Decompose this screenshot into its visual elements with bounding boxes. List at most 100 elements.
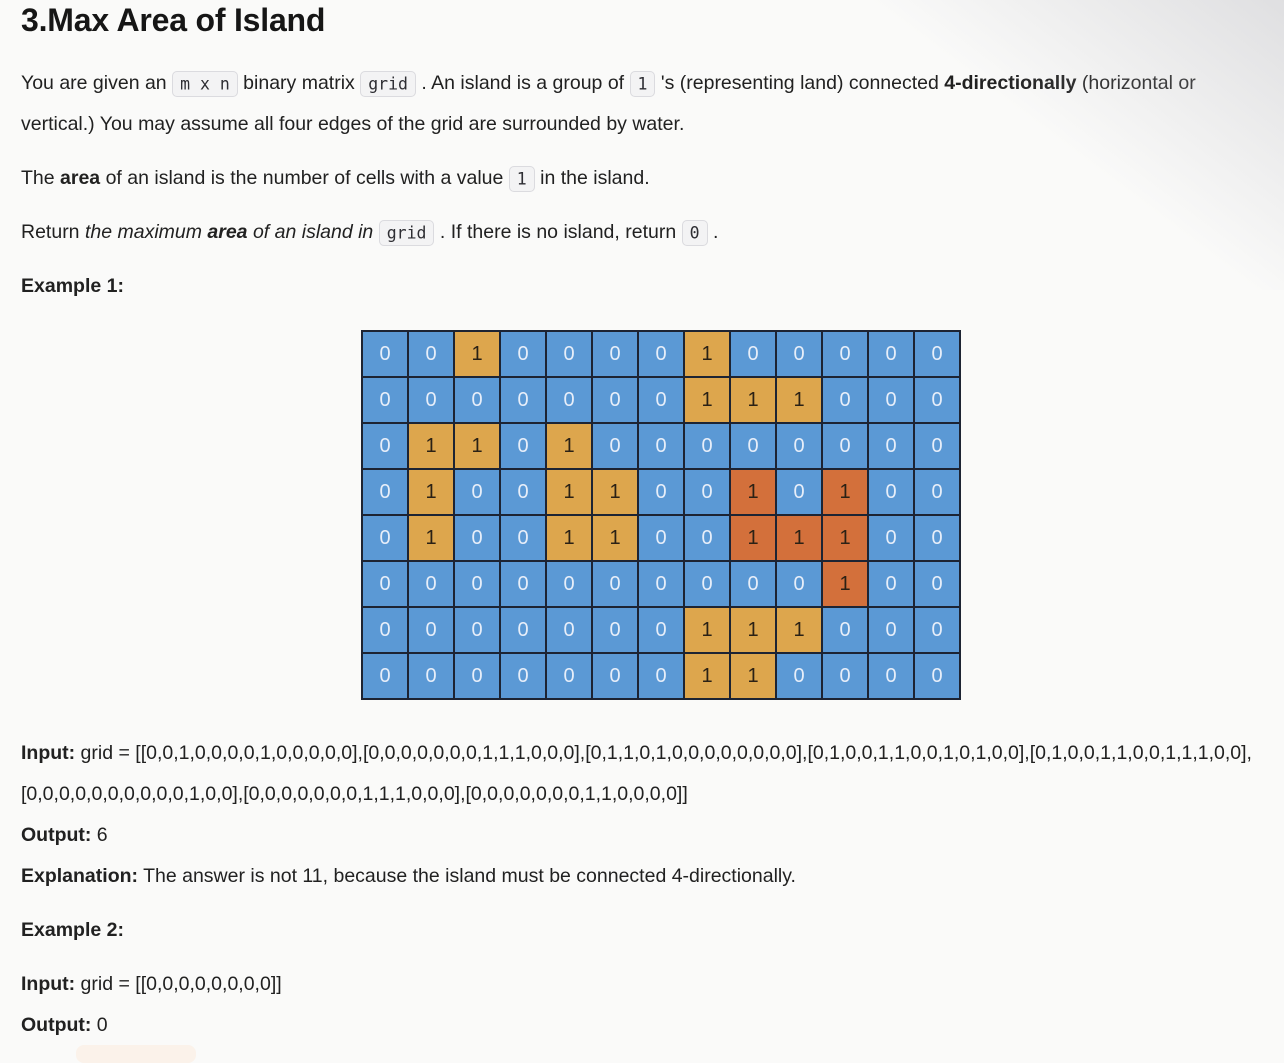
grid-cell-water: 0	[501, 654, 545, 698]
text-segment: . An island is a group of	[415, 72, 630, 94]
grid-cell-water: 0	[455, 470, 499, 514]
grid-cell-water: 0	[593, 654, 637, 698]
grid-cell-water: 0	[777, 332, 821, 376]
grid-cell-water: 0	[685, 424, 729, 468]
text-segment: 's (representing land) connected	[655, 72, 945, 94]
grid-cell-water: 0	[547, 654, 591, 698]
grid-cell-water: 0	[823, 654, 867, 698]
grid-cell-land: 1	[685, 608, 729, 652]
example1-io: Input: grid = [[0,0,1,0,0,0,0,1,0,0,0,0,…	[21, 733, 1263, 897]
text-segment: binary matrix	[237, 72, 361, 94]
grid-cell-land: 1	[593, 516, 637, 560]
inline-code: grid	[378, 219, 435, 246]
grid-cell-water: 0	[777, 562, 821, 606]
grid-cell-water: 0	[409, 608, 453, 652]
grid-cell-water: 0	[363, 654, 407, 698]
grid-cell-water: 0	[915, 654, 959, 698]
example2-output-line: Output: 0	[21, 1005, 1263, 1046]
example1-output-line: Output: 6	[21, 815, 1263, 856]
grid-cell-land: 1	[685, 332, 729, 376]
grid-cell-water: 0	[455, 562, 499, 606]
input-value: grid = [[0,0,0,0,0,0,0,0]]	[75, 973, 282, 995]
grid-cell-land: 1	[593, 470, 637, 514]
text-segment: Return	[21, 221, 85, 243]
grid-cell-land: 1	[685, 654, 729, 698]
text-segment: of an island in	[247, 221, 374, 243]
grid-cell-water: 0	[915, 424, 959, 468]
grid-cell-land: 1	[731, 378, 775, 422]
grid-cell-water: 0	[869, 608, 913, 652]
grid-cell-water: 0	[547, 332, 591, 376]
cutoff-element	[76, 1045, 196, 1063]
text-segment	[373, 221, 378, 243]
grid-cell-water: 0	[869, 470, 913, 514]
explanation-value: The answer is not 11, because the island…	[138, 865, 796, 887]
grid-cell-water: 0	[363, 608, 407, 652]
grid-cell-water: 0	[777, 654, 821, 698]
grid-cell-water: 0	[547, 378, 591, 422]
grid-cell-max-island: 1	[823, 516, 867, 560]
grid-cell-water: 0	[869, 562, 913, 606]
grid-cell-land: 1	[409, 470, 453, 514]
grid-cell-water: 0	[915, 608, 959, 652]
inline-code: 1	[508, 165, 535, 192]
grid-cell-max-island: 1	[823, 470, 867, 514]
output-value: 6	[91, 824, 108, 846]
grid-cell-water: 0	[363, 332, 407, 376]
grid-cell-land: 1	[547, 516, 591, 560]
grid-cell-water: 0	[731, 332, 775, 376]
text-segment: The	[21, 167, 61, 189]
grid-cell-water: 0	[501, 516, 545, 560]
grid-cell-water: 0	[363, 562, 407, 606]
input-label: Input:	[21, 973, 76, 995]
example1-explanation-line: Explanation: The answer is not 11, becau…	[21, 856, 1263, 897]
output-label: Output:	[21, 824, 92, 846]
problem-statement-paragraph-3: Return the maximum area of an island in …	[21, 212, 1263, 253]
grid-cell-water: 0	[731, 424, 775, 468]
example2-input-line: Input: grid = [[0,0,0,0,0,0,0,0]]	[21, 964, 1263, 1005]
grid-cell-land: 1	[685, 378, 729, 422]
grid-cell-water: 0	[823, 378, 867, 422]
grid-cell-water: 0	[777, 470, 821, 514]
grid-cell-water: 0	[869, 332, 913, 376]
grid-cell-water: 0	[501, 562, 545, 606]
text-segment: 4-directionally	[944, 72, 1077, 94]
grid-cell-water: 0	[823, 424, 867, 468]
grid-cell-water: 0	[915, 470, 959, 514]
input-value: grid = [[0,0,1,0,0,0,0,1,0,0,0,0,0],[0,0…	[21, 742, 1252, 805]
text-segment: .	[707, 221, 719, 243]
grid-cell-water: 0	[501, 378, 545, 422]
input-label: Input:	[21, 742, 76, 764]
text-segment: (horizontal or vertical.) You may assume…	[21, 72, 1196, 135]
grid-cell-water: 0	[455, 516, 499, 560]
grid-cell-water: 0	[823, 608, 867, 652]
grid-cell-land: 1	[731, 608, 775, 652]
grid-cell-water: 0	[363, 470, 407, 514]
grid-cell-land: 1	[777, 608, 821, 652]
grid-cell-water: 0	[823, 332, 867, 376]
grid-cell-water: 0	[777, 424, 821, 468]
text-segment: area	[60, 167, 101, 189]
inline-code: 1	[629, 70, 656, 97]
grid-cell-water: 0	[593, 378, 637, 422]
grid-cell-water: 0	[639, 608, 683, 652]
grid-cell-water: 0	[639, 332, 683, 376]
grid-cell-water: 0	[363, 424, 407, 468]
example2-io: Input: grid = [[0,0,0,0,0,0,0,0]] Output…	[21, 964, 1263, 1046]
inline-code: 0	[681, 219, 708, 246]
grid-cell-water: 0	[455, 608, 499, 652]
grid-cell-water: 0	[915, 332, 959, 376]
grid-cell-land: 1	[455, 332, 499, 376]
grid-cell-water: 0	[915, 516, 959, 560]
grid-cell-water: 0	[869, 378, 913, 422]
grid-cell-water: 0	[455, 654, 499, 698]
problem-title: 3.Max Area of Island	[21, 2, 326, 38]
grid-cell-land: 1	[547, 424, 591, 468]
grid-cell-water: 0	[685, 562, 729, 606]
inline-code: grid	[360, 70, 416, 97]
text-segment: area	[207, 221, 248, 243]
grid-cell-water: 0	[363, 516, 407, 560]
grid-cell-max-island: 1	[731, 516, 775, 560]
